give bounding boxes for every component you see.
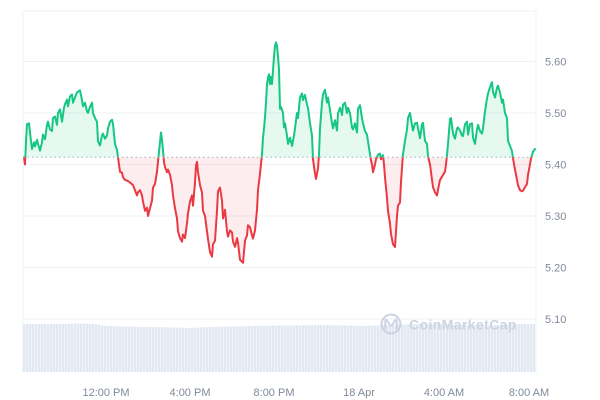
plot-border [22, 10, 537, 372]
y-axis-tick-label: 5.10 [545, 314, 566, 326]
grid-layer [22, 10, 537, 372]
watermark-text: CoinMarketCap [409, 317, 517, 333]
y-axis-tick-label: 5.20 [545, 262, 566, 274]
y-axis-labels: 5.60 5.50 5.40 5.30 5.20 5.10 [545, 56, 566, 326]
y-axis-tick-label: 5.30 [545, 211, 566, 223]
x-axis-labels: 12:00 PM 4:00 PM 8:00 PM 18 Apr 4:00 AM 8:00 … [82, 387, 549, 399]
x-axis-tick-label: 4:00 PM [170, 387, 211, 399]
coinmarketcap-watermark: CoinMarketCap [380, 313, 517, 335]
coinmarketcap-logo-icon [380, 313, 402, 335]
y-axis-tick-label: 5.60 [545, 56, 566, 68]
x-axis-tick-label: 12:00 PM [82, 387, 129, 399]
coinmarketcap-logo-m-icon [384, 318, 398, 330]
up-price-line [23, 41, 536, 158]
price-above-baseline [23, 41, 536, 158]
price-series [23, 41, 536, 264]
volume-area [23, 323, 536, 372]
y-axis-tick-label: 5.40 [545, 159, 566, 171]
volume-bars [23, 323, 536, 372]
x-axis-tick-label: 18 Apr [343, 387, 375, 399]
x-axis-tick-label: 8:00 PM [254, 387, 295, 399]
price-below-baseline [23, 157, 535, 264]
x-axis-tick-label: 8:00 AM [509, 387, 549, 399]
y-axis-tick-label: 5.50 [545, 108, 566, 120]
down-area-fill [24, 157, 535, 263]
x-axis-tick-label: 4:00 AM [424, 387, 464, 399]
